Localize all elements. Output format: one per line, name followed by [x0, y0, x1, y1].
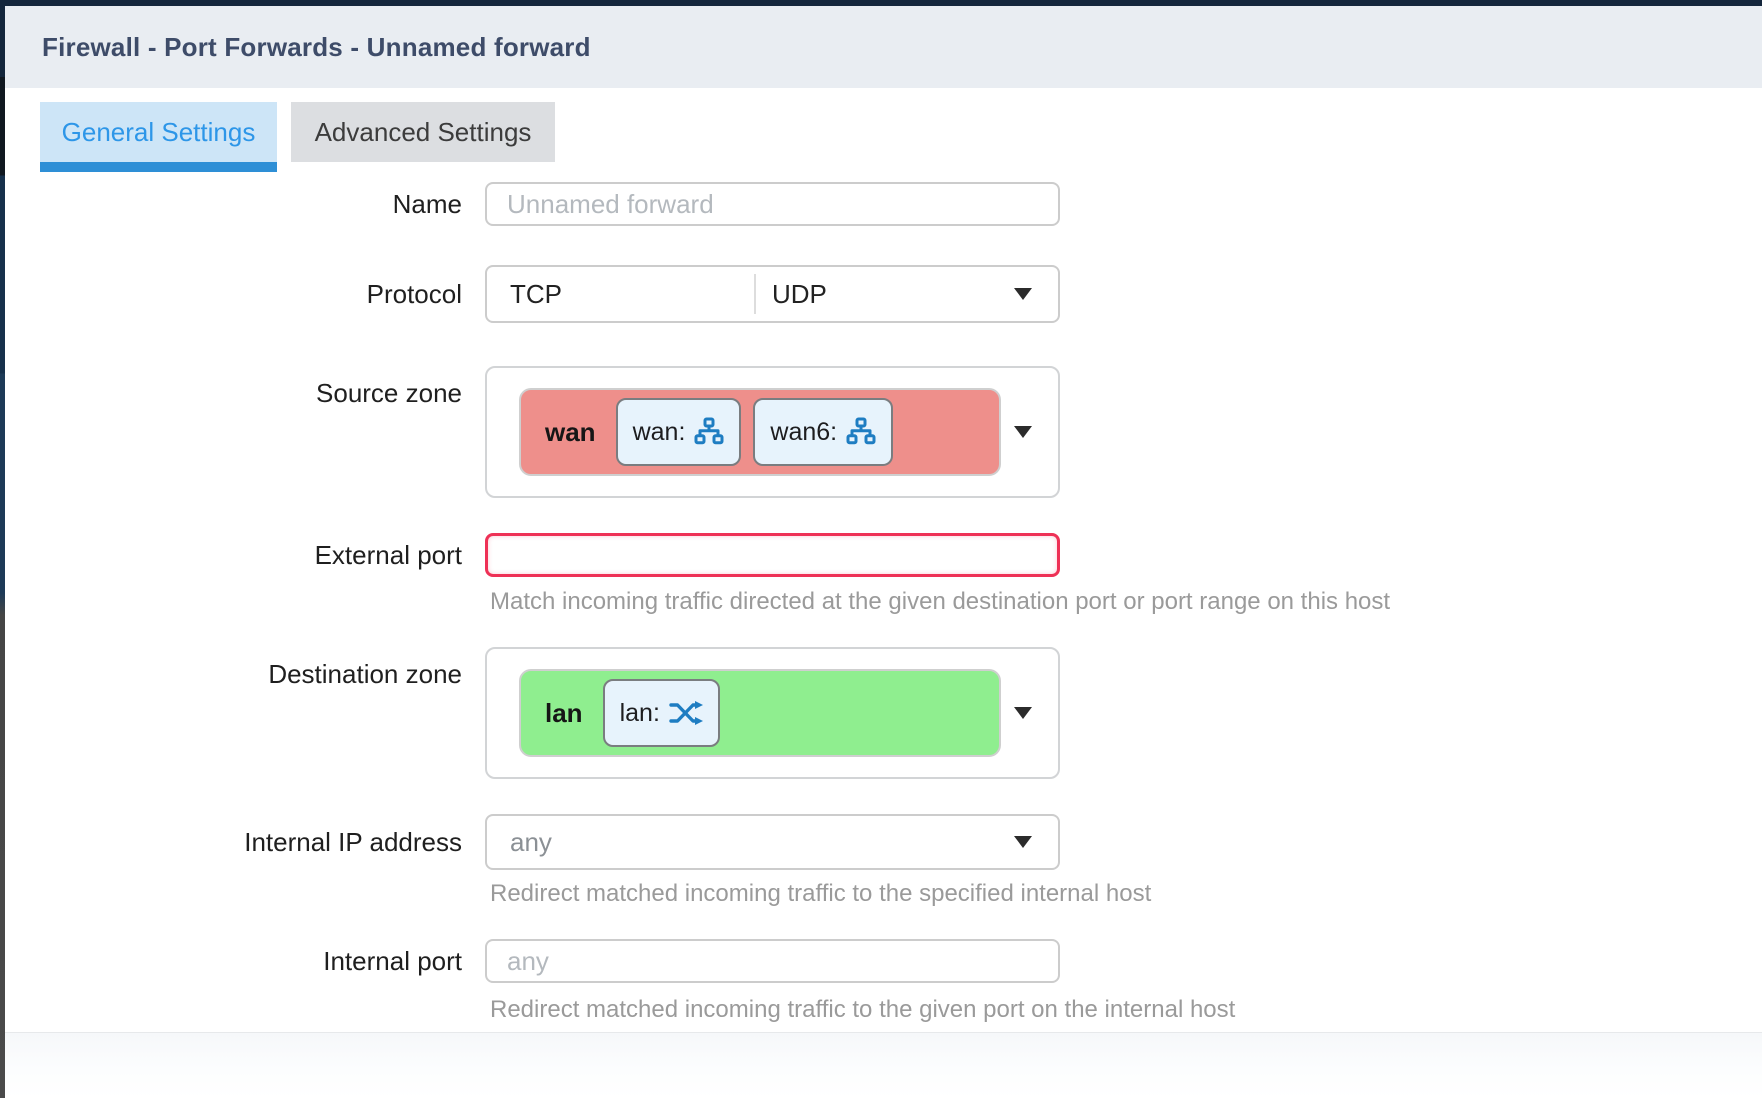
- chevron-down-icon: [1014, 288, 1032, 300]
- protocol-label: Protocol: [366, 278, 462, 309]
- chevron-down-icon: [1014, 426, 1032, 438]
- internal-port-label: Internal port: [323, 945, 462, 976]
- zone-name: lan: [545, 697, 583, 728]
- name-row: Name: [0, 182, 1762, 226]
- zone-badge-wan: wan wan: wan6:: [519, 388, 1001, 476]
- name-label: Name: [392, 188, 462, 219]
- protocol-item-udp[interactable]: UDP: [772, 278, 827, 309]
- network-badge-label: wan6:: [770, 417, 838, 446]
- tab-advanced-settings[interactable]: Advanced Settings: [291, 102, 555, 162]
- network-badge-wan: wan:: [615, 398, 742, 466]
- internal-port-hint: Redirect matched incoming traffic to the…: [490, 996, 1236, 1023]
- destination-zone-row: Destination zone lan lan:: [0, 647, 1762, 779]
- protocol-select[interactable]: TCP UDP: [485, 265, 1060, 323]
- source-zone-row: Source zone wan wan:: [0, 366, 1762, 498]
- active-tab-underline: [40, 162, 277, 172]
- external-port-label: External port: [314, 539, 462, 570]
- zone-name: wan: [545, 416, 596, 447]
- internal-ip-selected-value: any: [510, 826, 552, 857]
- page-edge-backdrop: [0, 0, 5, 1098]
- page-title: Firewall - Port Forwards - Unnamed forwa…: [42, 31, 591, 62]
- tab-general-settings[interactable]: General Settings: [40, 102, 277, 162]
- internal-ip-row: Internal IP address any: [0, 814, 1762, 870]
- tab-general-settings-label: General Settings: [61, 116, 256, 147]
- modal-title-bar: Firewall - Port Forwards - Unnamed forwa…: [5, 6, 1762, 88]
- internal-ip-label: Internal IP address: [244, 826, 462, 857]
- source-zone-select[interactable]: wan wan: wan6:: [485, 366, 1060, 498]
- top-navbar-edge: [0, 0, 1762, 6]
- modal-footer: [5, 1032, 1762, 1098]
- network-badge-label: lan:: [619, 698, 660, 727]
- ethernet-switch-icon: [846, 417, 876, 445]
- destination-zone-label: Destination zone: [268, 659, 462, 689]
- internal-ip-select[interactable]: any: [485, 814, 1060, 870]
- external-port-input[interactable]: [485, 533, 1060, 577]
- tab-advanced-settings-label: Advanced Settings: [314, 116, 532, 147]
- protocol-divider: [754, 274, 756, 314]
- network-badge-lan: lan:: [602, 679, 720, 747]
- zone-badge-lan: lan lan:: [519, 669, 1001, 757]
- network-badge-wan6: wan6:: [753, 398, 894, 466]
- name-input[interactable]: [485, 182, 1060, 226]
- destination-zone-select[interactable]: lan lan:: [485, 647, 1060, 779]
- chevron-down-icon: [1014, 707, 1032, 719]
- internal-port-input[interactable]: [485, 939, 1060, 983]
- external-port-row: External port: [0, 533, 1762, 577]
- internal-port-row: Internal port: [0, 939, 1762, 983]
- protocol-row: Protocol TCP UDP: [0, 265, 1762, 323]
- protocol-item-tcp[interactable]: TCP: [510, 278, 562, 309]
- chevron-down-icon: [1014, 836, 1032, 848]
- external-port-hint: Match incoming traffic directed at the g…: [490, 588, 1391, 615]
- bridge-shuffle-icon: [669, 701, 703, 725]
- ethernet-switch-icon: [694, 417, 724, 445]
- source-zone-label: Source zone: [316, 378, 462, 408]
- internal-ip-hint: Redirect matched incoming traffic to the…: [490, 880, 1152, 907]
- network-badge-label: wan:: [632, 417, 686, 446]
